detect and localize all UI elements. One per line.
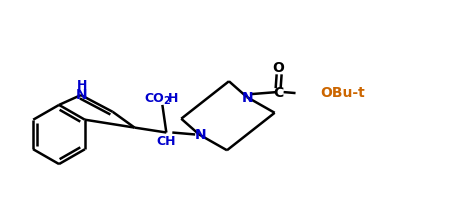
Text: OBu-t: OBu-t xyxy=(321,86,365,100)
Text: H: H xyxy=(168,93,179,105)
Text: N: N xyxy=(76,88,88,102)
Text: N: N xyxy=(242,91,254,105)
Text: C: C xyxy=(273,86,284,100)
Text: CO: CO xyxy=(145,93,164,105)
Text: 2: 2 xyxy=(163,96,170,106)
Text: H: H xyxy=(77,79,87,92)
Text: N: N xyxy=(194,128,206,142)
Text: O: O xyxy=(273,61,285,75)
Text: CH: CH xyxy=(157,135,176,148)
